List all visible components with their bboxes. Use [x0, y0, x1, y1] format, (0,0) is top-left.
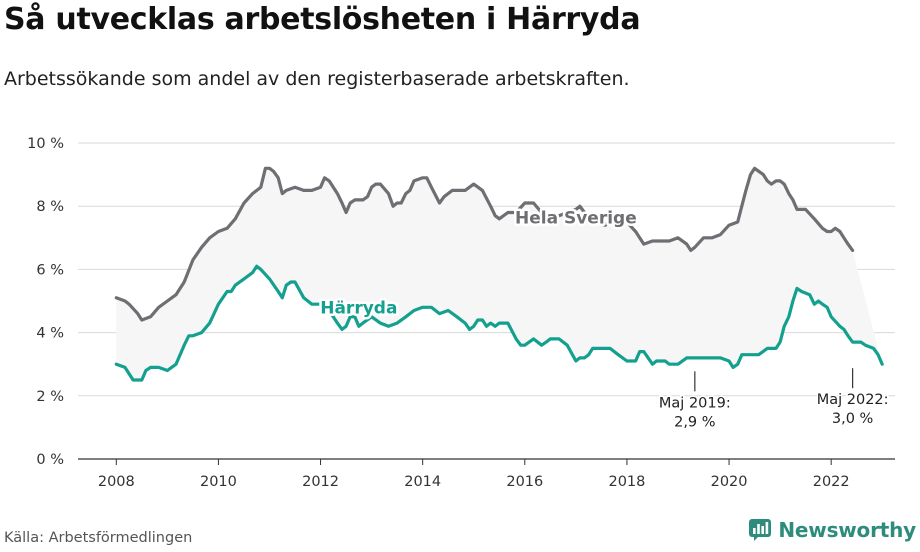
series-gap-band — [116, 168, 883, 380]
y-tick-label: 0 % — [36, 452, 64, 468]
series-label: Härryda — [320, 299, 397, 319]
series-line — [114, 264, 884, 382]
x-tick-label: 2022 — [813, 474, 850, 490]
y-tick-label: 10 % — [27, 136, 64, 152]
x-tick-label: 2018 — [608, 474, 645, 490]
y-tick-label: 2 % — [36, 389, 64, 405]
x-tick-label: 2008 — [98, 474, 135, 490]
x-tick-label: 2012 — [302, 474, 339, 490]
annotation-2022-text: Maj 2022: — [817, 392, 889, 408]
x-tick-label: 2014 — [404, 474, 441, 490]
chart-title: Så utvecklas arbetslösheten i Härryda — [4, 2, 641, 37]
brand-name: Newsworthy — [778, 518, 916, 542]
y-tick-label: 4 % — [36, 326, 64, 342]
annotation-2019-text: Maj 2019: — [659, 395, 731, 411]
newsworthy-logo-icon — [749, 519, 772, 541]
y-tick-label: 6 % — [36, 262, 64, 278]
x-tick-label: 2010 — [200, 474, 237, 490]
annotation-2019-text: 2,9 % — [674, 414, 715, 430]
chart-subtitle: Arbetssökande som andel av den registerb… — [4, 68, 630, 90]
brand-logo[interactable]: Newsworthy — [748, 518, 916, 542]
x-tick-label: 2020 — [711, 474, 748, 490]
series-line — [114, 166, 855, 322]
source-text: Källa: Arbetsförmedlingen — [4, 530, 193, 546]
y-tick-label: 8 % — [36, 199, 64, 215]
annotation-2022-text: 3,0 % — [832, 411, 873, 427]
series-label: Hela Sverige — [515, 209, 637, 229]
x-tick-label: 2016 — [506, 474, 543, 490]
